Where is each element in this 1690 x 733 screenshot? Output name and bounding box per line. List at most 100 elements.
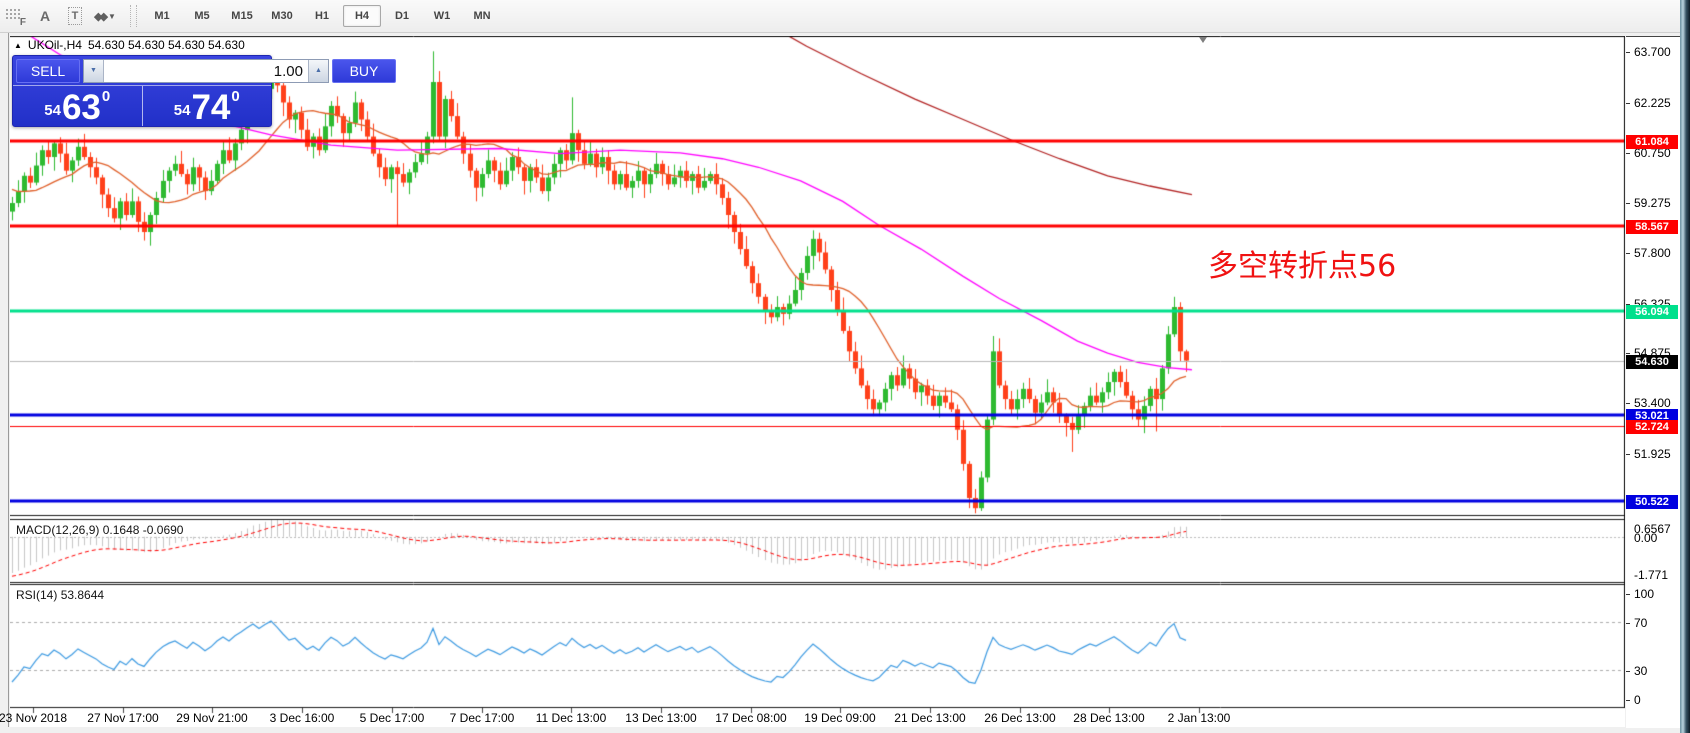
sell-price-sup: 0 (101, 88, 111, 105)
price-level-label: 53.021 (1626, 409, 1678, 423)
timeframe-button-H4[interactable]: H4 (343, 5, 381, 27)
rsi-label: RSI(14) 53.8644 (16, 588, 104, 602)
objects-icon[interactable]: ◆◆ ▼ (92, 4, 118, 28)
volume-input[interactable] (104, 60, 308, 82)
scale-tick-mark (1626, 594, 1630, 595)
grid-f-icon[interactable]: F (2, 5, 28, 28)
price-scale[interactable]: 63.700 62.225 60.750 59.275 57.800 56.325 54.8… (1626, 36, 1680, 728)
text-box-icon[interactable]: T (62, 4, 88, 28)
scale-tick-mark (1626, 700, 1630, 701)
grid-dots-icon (5, 8, 22, 20)
chevron-down-icon: ▼ (108, 11, 116, 21)
one-click-trade-panel: SELL ▼ ▲ BUY 54 63 0 54 74 0 (12, 55, 396, 128)
scale-tick-mark (1626, 203, 1630, 204)
macd-scale-zero: 0.00 (1634, 531, 1658, 545)
time-axis-label: 21 Dec 13:00 (894, 711, 966, 725)
chart-title: ▲ UKOil-,H4 54.630 54.630 54.630 54.630 (14, 38, 245, 52)
timeframe-toolbar: M1 M5 M15 M30 H1 H4 D1 W1 MN (143, 5, 501, 27)
current-price-label: 54.630 (1626, 355, 1678, 369)
macd-value-signal: -0.0690 (142, 523, 184, 537)
screen-right-edge (1680, 0, 1690, 733)
price-tick-label: 59.275 (1634, 196, 1671, 210)
buy-price-sup: 0 (231, 88, 240, 105)
sell-price[interactable]: 54 63 0 (13, 86, 142, 126)
timeframe-button-M15[interactable]: M15 (231, 10, 253, 22)
price-level-label: 56.094 (1626, 305, 1678, 319)
scale-tick-mark (1626, 623, 1630, 624)
diamonds-icon: ◆◆ (94, 10, 108, 23)
volume-decrease-button[interactable]: ▼ (84, 60, 104, 82)
price-tick-label: 57.800 (1634, 246, 1671, 260)
buy-button[interactable]: BUY (332, 59, 396, 83)
rsi-scale-label: 70 (1634, 616, 1648, 630)
volume-stepper: ▼ ▲ (83, 59, 329, 83)
rsi-scale-label: 30 (1634, 664, 1648, 678)
scale-tick-mark (1626, 353, 1630, 354)
price-level-label: 52.724 (1626, 420, 1678, 434)
scale-tick-mark (1626, 671, 1630, 672)
scale-tick-mark (1626, 52, 1630, 53)
timeframe-button-W1[interactable]: W1 (433, 10, 451, 22)
scale-tick-mark (1626, 454, 1630, 455)
macd-value-main: 0.1648 (102, 523, 140, 537)
macd-label: MACD(12,26,9) 0.1648 -0.0690 (16, 523, 183, 537)
price-level-label: 61.084 (1626, 135, 1678, 149)
time-axis-label: 28 Dec 13:00 (1073, 711, 1145, 725)
letter-a-icon[interactable]: A (39, 8, 51, 24)
scale-tick-mark (1626, 153, 1630, 154)
window-left-edge (8, 33, 9, 727)
time-axis-label: 5 Dec 17:00 (359, 711, 425, 725)
buy-price-prefix: 54 (173, 102, 191, 119)
time-axis-label: 3 Dec 16:00 (269, 711, 335, 725)
scale-tick-mark (1626, 103, 1630, 104)
time-axis-label: 17 Dec 08:00 (715, 711, 787, 725)
rsi-value: 53.8644 (60, 588, 105, 602)
chart-shift-marker[interactable] (1199, 37, 1207, 43)
scale-tick-mark (1626, 304, 1630, 305)
time-axis-label: 29 Nov 21:00 (176, 711, 248, 725)
timeframe-button-M1[interactable]: M1 (154, 10, 170, 22)
timeframe-button-MN[interactable]: MN (473, 10, 491, 22)
toolbar-separator (130, 5, 137, 27)
price-level-label: 58.567 (1626, 220, 1678, 234)
rsi-scale-label: 0 (1634, 693, 1641, 707)
macd-scale-top: 0.6567 (1634, 522, 1671, 536)
buy-price-big: 74 (191, 88, 231, 128)
time-axis-label: 7 Dec 17:00 (449, 711, 515, 725)
macd-name: MACD(12,26,9) (16, 523, 100, 537)
price-level-label: 50.522 (1626, 495, 1678, 509)
scale-tick-mark (1626, 403, 1630, 404)
toolbar: F A T ◆◆ ▼ M1 M5 M15 M30 H1 H4 D1 W1 MN (0, 0, 1690, 33)
collapse-panel-icon[interactable]: ▲ (14, 40, 22, 50)
price-tick-label: 53.400 (1634, 396, 1671, 410)
rsi-name: RSI(14) (16, 588, 58, 602)
time-axis-label: 13 Dec 13:00 (625, 711, 697, 725)
time-axis-label: 11 Dec 13:00 (535, 711, 607, 725)
sell-price-prefix: 54 (44, 102, 61, 119)
time-axis-label: 26 Dec 13:00 (984, 711, 1056, 725)
rsi-scale-label: 100 (1634, 587, 1655, 601)
price-tick-label: 63.700 (1634, 45, 1671, 59)
time-axis-label: 23 Nov 2018 (0, 711, 68, 725)
chart-annotation-text: 多空转折点56 (1208, 249, 1397, 284)
timeframe-button-M30[interactable]: M30 (271, 10, 293, 22)
buy-price[interactable]: 54 74 0 (141, 86, 272, 128)
timeframe-button-D1[interactable]: D1 (394, 10, 410, 22)
price-chart-canvas[interactable] (10, 36, 1625, 727)
symbol-label: UKOil-,H4 (27, 38, 82, 52)
scale-tick-mark (1626, 253, 1630, 254)
sell-button[interactable]: SELL (16, 59, 80, 83)
timeframe-button-H1[interactable]: H1 (314, 10, 330, 22)
grid-f-letter: F (19, 17, 26, 28)
sell-price-big: 63 (61, 88, 101, 128)
time-axis-label: 2 Jan 13:00 (1167, 711, 1231, 725)
time-axis-label: 19 Dec 09:00 (804, 711, 876, 725)
volume-increase-button[interactable]: ▲ (308, 60, 328, 82)
price-tick-label: 60.750 (1634, 146, 1671, 160)
timeframe-button-M5[interactable]: M5 (194, 10, 210, 22)
time-axis-label: 27 Nov 17:00 (87, 711, 159, 725)
ohlc-values: 54.630 54.630 54.630 54.630 (87, 38, 245, 52)
macd-scale-bottom: -1.771 (1634, 568, 1669, 582)
price-tick-label: 62.225 (1634, 96, 1671, 110)
